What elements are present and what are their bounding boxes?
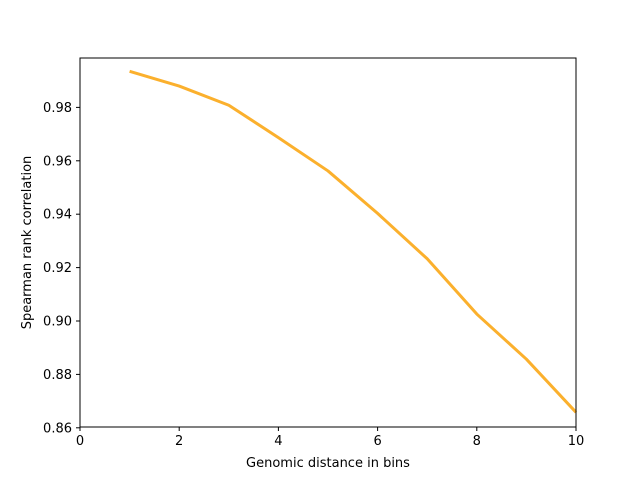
y-tick-label: 0.92 [43,261,72,276]
y-axis: 0.86 0.88 0.90 0.92 0.94 0.96 0.98 [43,101,80,436]
x-tick-label: 10 [568,434,585,449]
y-tick-label: 0.90 [43,314,72,329]
y-tick-label: 0.98 [43,101,72,116]
y-tick-label: 0.88 [43,368,72,383]
y-tick-label: 0.94 [43,208,72,223]
plot-area [80,58,576,427]
y-axis-label: Spearman rank correlation [20,156,35,330]
y-tick-label: 0.96 [43,154,72,169]
x-tick-label: 8 [473,434,481,449]
x-axis-label: Genomic distance in bins [246,456,410,471]
x-tick-label: 6 [373,434,381,449]
x-tick-label: 2 [175,434,183,449]
x-tick-label: 4 [274,434,282,449]
y-tick-label: 0.86 [43,421,72,436]
series-line [129,69,578,414]
x-axis: 0 2 4 6 8 10 [76,427,584,449]
series-layer [129,69,578,414]
x-tick-label: 0 [76,434,84,449]
plot-frame [79,57,577,428]
